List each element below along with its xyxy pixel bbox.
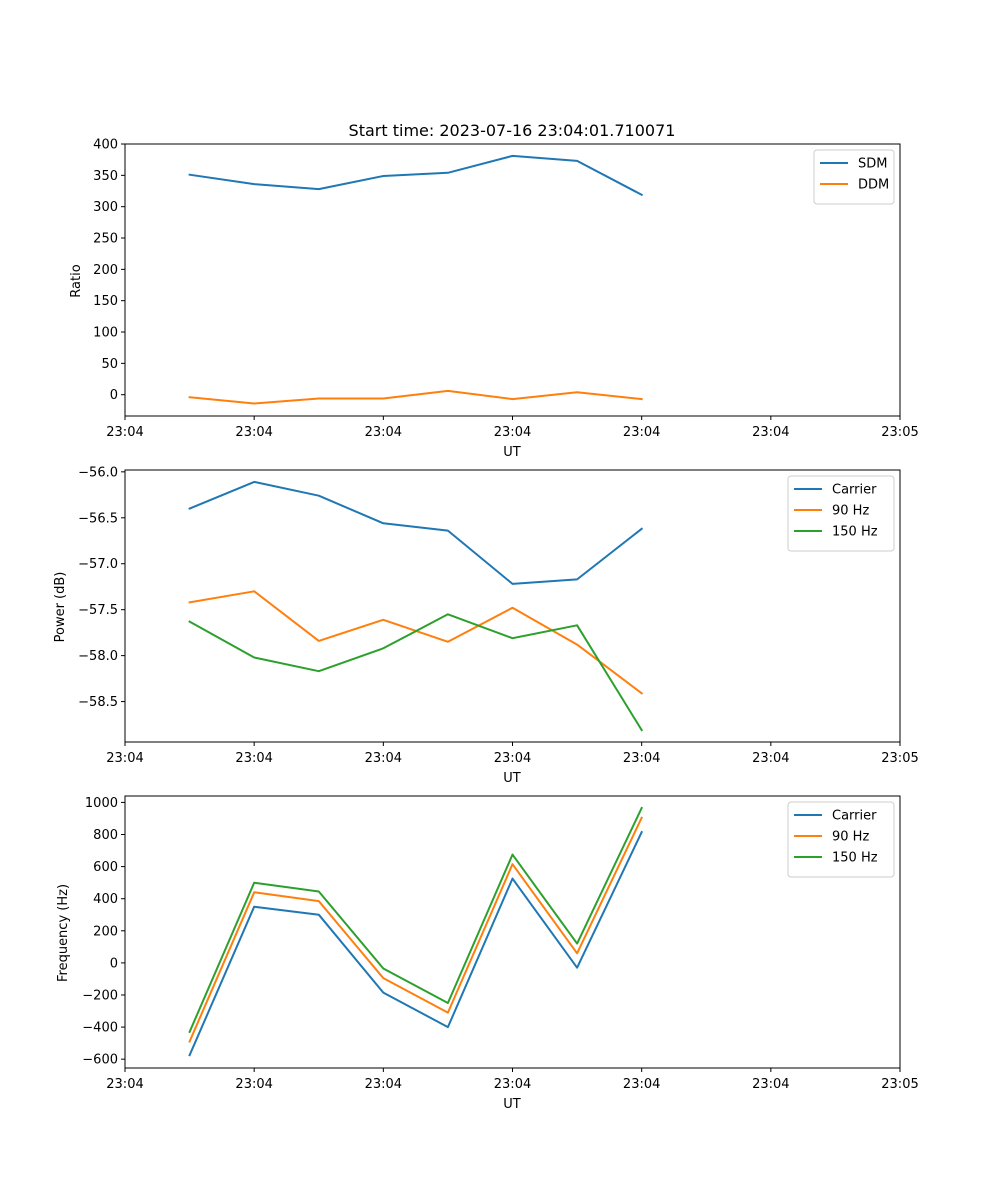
y-axis-label: Ratio [69,264,84,297]
x-tick-label: 23:04 [235,1077,272,1092]
y-tick-label: −200 [82,988,118,1003]
legend-label: 90 Hz [832,830,869,845]
y-tick-label: 150 [93,294,118,309]
x-ticks-frequency: 23:04 23:04 23:04 23:04 23:04 23:04 23:05 [106,1068,919,1092]
y-tick-label: 200 [93,924,118,939]
x-tick-label: 23:04 [623,751,660,766]
x-tick-label: 23:04 [365,1077,402,1092]
y-tick-label: 1000 [85,796,118,811]
legend-box [787,475,895,552]
x-tick-label: 23:04 [494,425,531,440]
y-tick-label: −57.0 [78,557,118,572]
series-line-carrier [188,480,644,585]
legend-label: Carrier [832,483,877,498]
y-tick-label: 0 [110,388,118,403]
x-ticks-power: 23:04 23:04 23:04 23:04 23:04 23:04 23:05 [106,742,919,766]
x-tick-label: 23:05 [881,425,918,440]
legend-ratio: SDM DDM [813,149,895,205]
x-axis-label: UT [503,1097,521,1112]
y-tick-label: −58.5 [78,695,118,710]
y-tick-label: 600 [93,860,118,875]
y-ticks-frequency: −600 −400 −200 0 200 400 600 800 1000 [82,796,125,1068]
series-line-carrier [188,830,644,1057]
legend-frequency: Carrier 90 Hz 150 Hz [787,801,895,878]
x-tick-label: 23:04 [235,751,272,766]
legend-label: 150 Hz [832,525,878,540]
y-tick-label: 800 [93,828,118,843]
y-tick-label: 250 [93,232,118,247]
x-tick-label: 23:05 [881,1077,918,1092]
x-tick-label: 23:04 [365,425,402,440]
x-tick-label: 23:04 [623,425,660,440]
y-tick-label: −56.0 [78,465,118,480]
x-tick-label: 23:04 [365,751,402,766]
x-axis-label: UT [503,771,521,786]
x-axis-label: UT [503,445,521,460]
x-tick-label: 23:04 [106,751,143,766]
panel-power: −58.5−58.0−57.5−57.0−56.5−56.0 23:04 23:0… [53,465,919,786]
x-tick-label: 23:05 [881,751,918,766]
legend-label: Carrier [832,809,877,824]
y-tick-label: 300 [93,200,118,215]
y-tick-label: −58.0 [78,649,118,664]
x-ticks-ratio: 23:04 23:04 23:04 23:04 23:04 23:04 23:05 [106,416,919,440]
y-axis-label: Power (dB) [53,572,68,643]
y-tick-label: 350 [93,169,118,184]
x-tick-label: 23:04 [752,425,789,440]
x-tick-label: 23:04 [752,751,789,766]
legend-label: DDM [858,178,889,193]
x-tick-label: 23:04 [235,425,272,440]
series-line-sdm [188,154,644,197]
legend-label: SDM [858,157,887,172]
y-tick-label: 400 [93,138,118,153]
series-line-150-hz [188,613,644,732]
chart-title: Start time: 2023-07-16 23:04:01.710071 [349,121,676,140]
y-tick-label: 0 [110,956,118,971]
y-tick-label: −400 [82,1021,118,1036]
x-tick-label: 23:04 [106,425,143,440]
y-tick-label: −57.5 [78,603,118,618]
y-tick-label: 100 [93,326,118,341]
y-tick-label: 50 [101,357,118,372]
x-tick-label: 23:04 [494,1077,531,1092]
y-tick-label: −600 [82,1053,118,1068]
legend-label: 90 Hz [832,504,869,519]
y-ticks-ratio: 0 50 100 150 200 250 300 350 400 [93,138,125,403]
legend-power: Carrier 90 Hz 150 Hz [787,475,895,552]
series-line-90-hz [188,816,644,1043]
x-tick-label: 23:04 [106,1077,143,1092]
x-tick-label: 23:04 [623,1077,660,1092]
panel-ratio: Start time: 2023-07-16 23:04:01.710071 0… [69,121,919,460]
y-axis-label: Frequency (Hz) [56,884,71,982]
y-tick-label: 400 [93,892,118,907]
y-tick-label: 200 [93,263,118,278]
series-line-150-hz [188,806,644,1034]
y-tick-label: −56.5 [78,511,118,526]
y-ticks-power: −58.5 −58.0 −57.5 −57.0 −56.5 −56.0 [78,465,125,710]
legend-label: 150 Hz [832,851,878,866]
legend-box [787,801,895,878]
series-line-ddm [188,389,643,405]
x-tick-label: 23:04 [752,1077,789,1092]
x-tick-label: 23:04 [494,751,531,766]
